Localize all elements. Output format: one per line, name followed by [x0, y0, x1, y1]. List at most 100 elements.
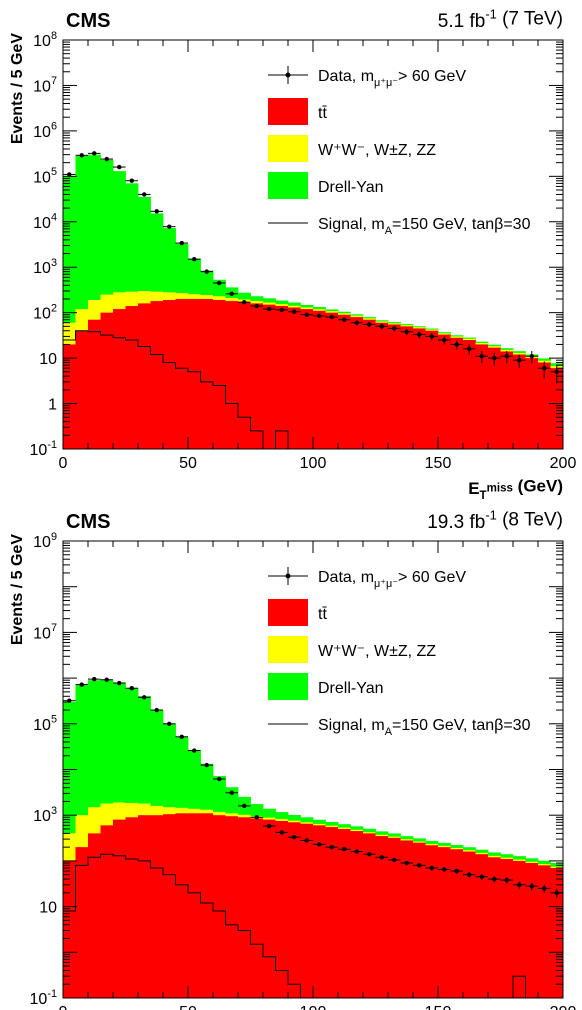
data-point	[92, 676, 97, 682]
bar-ttbar	[300, 309, 314, 449]
x-tick-label: 150	[425, 1004, 452, 1010]
y-tick-label: 105	[33, 714, 57, 734]
data-point	[417, 332, 422, 337]
bar-ttbar	[75, 330, 89, 449]
bar-ttbar	[538, 362, 551, 449]
bar-ttbar	[213, 815, 226, 998]
data-point	[379, 855, 384, 860]
data-point	[142, 695, 147, 700]
y-tick-label: 107	[33, 75, 57, 95]
luminosity-label: 5.1 fb-1 (7 TeV)	[438, 6, 563, 32]
data-point	[317, 313, 322, 319]
data-point	[292, 309, 297, 314]
bar-ttbar	[463, 340, 476, 449]
bar-ttbar	[525, 862, 539, 998]
data-point	[167, 721, 172, 726]
bar-ttbar	[250, 818, 264, 998]
data-point	[404, 860, 409, 866]
bar-ttbar	[313, 310, 326, 449]
data-point	[104, 156, 109, 162]
bar-ttbar	[400, 326, 414, 449]
legend-diboson-swatch	[268, 636, 308, 663]
data-point	[154, 707, 159, 713]
bar-ttbar	[225, 301, 239, 449]
legend-data-label: Data, mμ⁺μ⁻> 60 GeV	[318, 68, 466, 89]
chart-panel-1: 0 50 100 150 200 10-1 1 10 102 103 104 105 106 107 108…	[9, 6, 576, 502]
data-point	[204, 762, 209, 768]
bar-ttbar	[475, 344, 489, 449]
y-tick-label: 10	[39, 351, 57, 368]
bar-ttbar	[450, 337, 464, 449]
data-point	[179, 240, 184, 246]
stack-bars	[63, 680, 564, 998]
data-point	[179, 734, 184, 739]
data-point	[367, 322, 372, 327]
y-tick-label: 10	[39, 900, 57, 917]
bar-ttbar	[175, 298, 189, 449]
x-tick-label: 150	[425, 455, 452, 472]
legend-diboson-swatch	[268, 135, 308, 162]
legend-signal-label: Signal, mA=150 GeV, tanβ=30	[318, 216, 531, 237]
data-point	[504, 877, 509, 883]
data-point	[517, 357, 522, 363]
bar-ttbar	[500, 859, 514, 998]
data-point	[529, 883, 534, 889]
y-tick-label: 103	[33, 805, 57, 825]
data-point	[329, 844, 334, 850]
x-tick-label: 0	[59, 455, 68, 472]
bar-ttbar	[275, 306, 289, 449]
bar-ttbar	[513, 860, 526, 998]
data-point	[279, 307, 284, 313]
data-point	[492, 355, 497, 361]
x-tick-label: 200	[550, 1004, 577, 1010]
bar-ttbar	[75, 847, 89, 998]
bar-ttbar	[363, 833, 376, 998]
y-tick-label: 106	[33, 121, 57, 141]
y-tick-label: 102	[33, 302, 57, 322]
data-point	[442, 867, 447, 872]
bar-ttbar	[500, 351, 514, 449]
y-tick-label: 10-1	[30, 439, 57, 459]
y-tick-label: 105	[33, 166, 57, 186]
data-point	[454, 342, 459, 347]
data-point	[92, 151, 97, 156]
data-point	[192, 257, 197, 262]
bar-ttbar	[363, 319, 376, 449]
data-point	[204, 269, 209, 274]
y-tick-label: 1	[48, 397, 57, 414]
bar-ttbar	[125, 817, 139, 998]
bar-ttbar	[163, 814, 176, 998]
x-label-sup: miss	[487, 482, 513, 494]
data-point	[504, 354, 509, 359]
y-axis: 10-1 1 10 102 103 104 105 106 107 108	[30, 30, 563, 459]
bar-ttbar	[400, 840, 414, 998]
data-point	[67, 172, 72, 177]
data-point	[154, 209, 159, 214]
legend-dy-swatch	[268, 673, 308, 700]
legend-diboson-label: W⁺W⁻, W±Z, ZZ	[318, 643, 436, 660]
bar-ttbar	[313, 825, 326, 998]
data-point	[304, 838, 309, 843]
data-point	[492, 876, 497, 882]
bar-ttbar	[100, 825, 114, 998]
bar-ttbar	[338, 314, 351, 449]
bar-ttbar	[175, 813, 189, 998]
data-point	[442, 337, 447, 343]
bar-ttbar	[538, 865, 551, 998]
bar-ttbar	[388, 324, 401, 449]
y-axis-label: Events / 5 GeV	[9, 33, 26, 144]
bar-ttbar	[388, 837, 401, 998]
y-tick-label: 103	[33, 257, 57, 277]
data-point	[192, 748, 197, 753]
bar-ttbar	[550, 368, 564, 449]
x-axis: 0 50 100 150 200	[59, 40, 576, 472]
legend-ttbar-swatch	[268, 599, 308, 626]
bar-ttbar	[63, 860, 76, 998]
data-points	[63, 151, 563, 384]
y-tick-label: 109	[33, 531, 57, 551]
legend-data-label: Data, mμ⁺μ⁻> 60 GeV	[318, 569, 466, 590]
data-point	[217, 776, 222, 782]
bar-ttbar	[263, 304, 276, 449]
bar-ttbar	[513, 354, 526, 449]
data-point	[479, 354, 484, 359]
